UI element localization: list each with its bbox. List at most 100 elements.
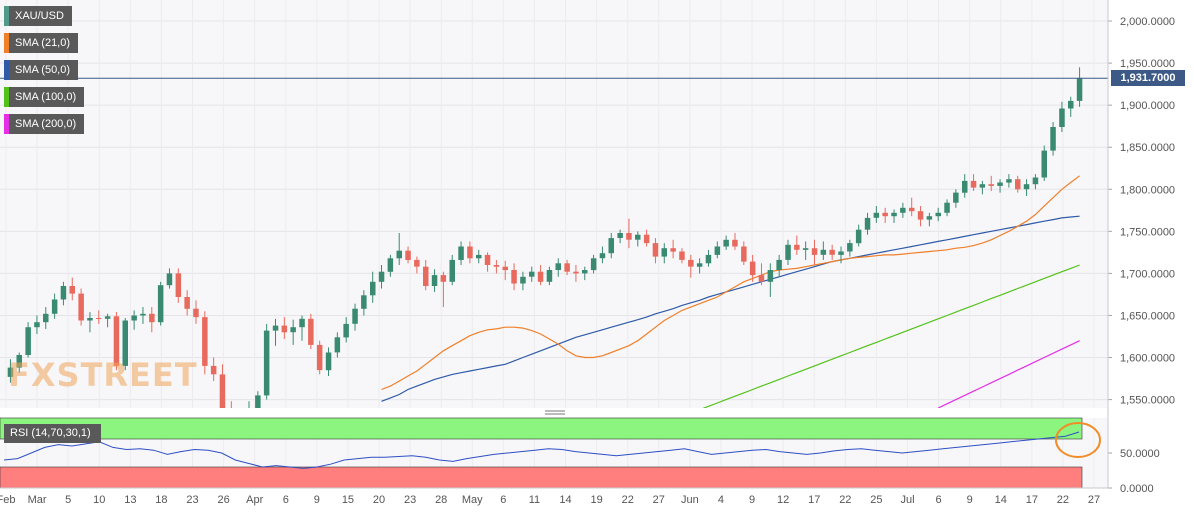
candle-body (1076, 78, 1083, 101)
candle-body (1068, 100, 1074, 109)
legend-sma-100[interactable]: SMA (100,0) (4, 87, 85, 107)
time-tick-label: 10 (93, 494, 105, 506)
candle-body (776, 259, 782, 270)
time-tick-label: 22 (1057, 494, 1069, 506)
price-tick-label: 1,700.0000 (1120, 268, 1175, 280)
time-tick-label: Feb (0, 494, 15, 506)
candle-body (661, 248, 667, 257)
candle-body (440, 275, 447, 282)
candle-body (16, 355, 22, 368)
price-tick-label: 1,550.0000 (1120, 395, 1175, 407)
candle-body (387, 258, 394, 272)
time-tick-label: 22 (622, 494, 634, 506)
legend-label: XAU/USD (15, 10, 64, 22)
candle-body (997, 182, 1003, 186)
candle-body (7, 367, 14, 377)
candle-body (714, 246, 721, 255)
candle-body (352, 308, 358, 324)
candle-body (608, 238, 614, 254)
candle-body (166, 273, 173, 286)
price-tick-label: 1,900.0000 (1120, 100, 1175, 112)
candle-body (688, 259, 694, 267)
candle-body (34, 322, 40, 328)
candle-body (511, 270, 517, 284)
sma-100-line (702, 264, 1080, 408)
candle-body (263, 330, 270, 396)
time-tick-label: 25 (870, 494, 882, 506)
sma-50-line (381, 215, 1080, 402)
candle-body (643, 234, 650, 244)
time-tick-label: 14 (559, 494, 571, 506)
candle-body (635, 234, 641, 240)
candle-body (78, 293, 84, 321)
candle-body (378, 271, 385, 282)
candle-body (316, 344, 323, 371)
candle-body (157, 285, 164, 323)
time-tick-label: 5 (65, 494, 71, 506)
time-tick-label: 27 (653, 494, 665, 506)
candle-body (449, 259, 455, 282)
price-tick-label: 1,950.0000 (1120, 58, 1175, 70)
rsi-tick-label: 0.0000 (1120, 483, 1154, 495)
legend-sma-200[interactable]: SMA (200,0) (4, 114, 85, 134)
candle-body (476, 254, 482, 259)
candle-body (953, 192, 959, 203)
candle-body (414, 259, 420, 267)
time-tick-label: 4 (718, 494, 724, 506)
candle-body (210, 365, 217, 375)
candle-body (626, 233, 632, 240)
candle-body (564, 263, 570, 272)
time-tick-label: 6 (500, 494, 506, 506)
legend-sma-21[interactable]: SMA (21,0) (4, 33, 79, 53)
candle-body (361, 295, 367, 309)
candle-body (732, 239, 738, 247)
candle-body (599, 253, 606, 259)
current-price-tag: 1,931.7000 (1111, 70, 1185, 87)
candle-body (1041, 150, 1047, 178)
candle-body (537, 271, 544, 282)
candle-body (96, 318, 102, 319)
candle-body (962, 180, 968, 193)
candle-body (370, 281, 376, 296)
candle-body (555, 263, 561, 270)
candle-body (431, 275, 438, 286)
candle-body (308, 318, 314, 345)
candle-body (652, 243, 659, 257)
time-tick-label: 9 (967, 494, 973, 506)
candle-body (423, 266, 429, 286)
rsi-legend[interactable]: RSI (14,70,30,1) (4, 424, 101, 443)
candle-body (405, 250, 411, 260)
legend-label: SMA (50,0) (15, 64, 71, 76)
candle-body (43, 313, 49, 323)
candle-body (290, 327, 296, 333)
candle-body (917, 211, 924, 220)
time-tick-label: 11 (529, 494, 540, 506)
time-tick-label: 9 (749, 494, 755, 506)
candle-body (343, 323, 349, 338)
candle-body (175, 273, 182, 297)
candle-body (864, 217, 871, 230)
candle-body (493, 265, 500, 267)
candle-body (1059, 108, 1065, 127)
candle-body (802, 248, 809, 250)
candle-body (396, 250, 402, 259)
candle-body (1006, 179, 1012, 183)
time-tick-label: 15 (342, 494, 354, 506)
legend-sma-50[interactable]: SMA (50,0) (4, 60, 79, 80)
time-tick-label: Jul (900, 494, 914, 506)
candle-body (847, 243, 853, 252)
legend-label: SMA (100,0) (15, 91, 77, 103)
time-tick-label: 13 (124, 494, 136, 506)
candle-body (104, 316, 111, 319)
candle-body (891, 212, 897, 217)
price-tick-label: 1,850.0000 (1120, 142, 1175, 154)
candle-body (467, 246, 473, 259)
time-tick-label: 6 (936, 494, 942, 506)
candle-body (334, 337, 341, 353)
time-tick-label: Mar (28, 494, 47, 506)
legend-xauusd[interactable]: XAU/USD (4, 6, 72, 26)
candle-body (970, 180, 977, 188)
sma-200-line (937, 340, 1080, 408)
candle-body (829, 249, 835, 255)
